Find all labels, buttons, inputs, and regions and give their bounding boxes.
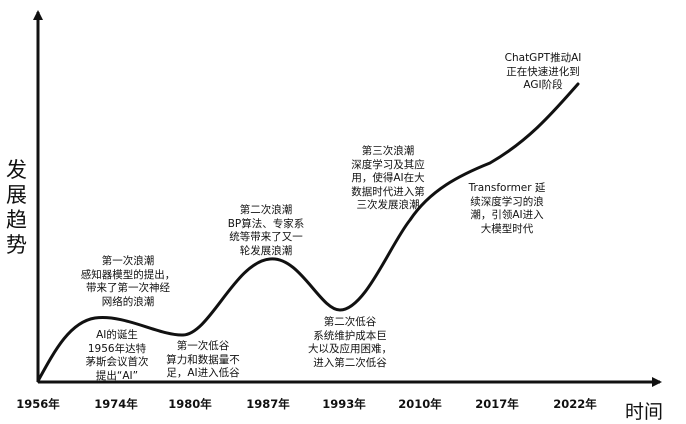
annotation-line: 三次发展浪潮: [356, 199, 420, 211]
annotation-transformer: Transformer 延 续深度学习的浪 潮，引领AI进入 大模型时代: [469, 182, 546, 236]
annotation-line: 系统维护成本巨: [313, 329, 387, 342]
annotation-line: BP算法、专家系: [227, 217, 305, 230]
annotation-line: 统等带来了又一: [229, 231, 303, 243]
annotation-line: 网络的浪潮: [101, 295, 155, 308]
annotation-line: 正在快速进化到: [506, 65, 580, 78]
annotation-line: 提出“AI”: [95, 369, 139, 382]
annotation-ai-birth: AI的诞生 1956年达特 茅斯会议首次 提出“AI”: [86, 329, 149, 383]
annotation-line: 潮，引领AI进入: [470, 209, 544, 221]
annotation-first-trough: 第一次低谷 算力和数据量不 足，AI进入低谷: [166, 340, 240, 381]
annotation-line: 第三次浪潮: [361, 145, 415, 157]
annotation-line: 第二次浪潮: [239, 204, 293, 216]
y-axis-label-char-1: 发: [6, 158, 27, 182]
year-tick-1974: 1974年: [94, 397, 138, 411]
annotation-line: 数据时代进入第: [351, 185, 425, 198]
annotation-line: 深度学习及其应: [351, 158, 425, 171]
annotation-line: 第一次低谷: [176, 340, 230, 352]
year-tick-2022: 2022年: [553, 397, 597, 411]
y-axis-label-char-3: 趋: [6, 208, 27, 232]
annotation-line: 算力和数据量不: [166, 353, 240, 366]
annotation-second-wave: 第二次浪潮 BP算法、专家系 统等带来了又一 轮发展浪潮: [228, 204, 305, 258]
year-tick-2010: 2010年: [398, 397, 442, 411]
annotation-line: 1956年达特: [87, 342, 147, 355]
annotation-line: 第二次低谷: [323, 316, 377, 328]
annotation-line: 进入第二次低谷: [313, 356, 387, 369]
annotation-third-wave: 第三次浪潮 深度学习及其应 用，使得AI在大 数据时代进入第 三次发展浪潮: [351, 145, 425, 213]
annotation-line: ChatGPT推动AI: [504, 52, 582, 64]
year-tick-1980: 1980年: [168, 397, 212, 411]
annotation-line: 第一次浪潮: [101, 255, 155, 267]
annotation-line: AI的诞生: [96, 329, 138, 341]
year-tick-1987: 1987年: [246, 397, 290, 411]
year-tick-1993: 1993年: [322, 397, 366, 411]
annotation-line: AGI阶段: [523, 79, 563, 91]
year-tick-1956: 1956年: [16, 397, 60, 411]
annotation-line: 轮发展浪潮: [239, 244, 293, 257]
trend-curve: [36, 82, 580, 383]
annotation-line: 用，使得AI在大: [351, 172, 425, 184]
annotation-line: 大模型时代: [480, 222, 534, 235]
year-tick-2017: 2017年: [475, 397, 519, 411]
annotation-second-trough: 第二次低谷 系统维护成本巨 大以及应用困难， 进入第二次低谷: [308, 316, 392, 370]
annotation-line: 足，AI进入低谷: [166, 367, 240, 379]
annotation-line: 续深度学习的浪: [470, 195, 544, 208]
annotation-line: 大以及应用困难，: [308, 343, 392, 355]
annotation-line: 带来了第一次神经: [86, 282, 170, 294]
annotation-line: 感知器模型的提出，: [80, 268, 176, 281]
y-axis-label-char-2: 展: [6, 183, 27, 207]
y-axis-label-char-4: 势: [6, 233, 27, 257]
x-axis-label: 时间: [625, 401, 664, 423]
annotation-line: Transformer 延: [468, 182, 546, 194]
annotation-chatgpt: ChatGPT推动AI 正在快速进化到 AGI阶段: [505, 52, 582, 93]
annotation-line: 茅斯会议首次: [85, 356, 149, 368]
annotation-first-wave: 第一次浪潮 感知器模型的提出， 带来了第一次神经 网络的浪潮: [81, 255, 176, 309]
